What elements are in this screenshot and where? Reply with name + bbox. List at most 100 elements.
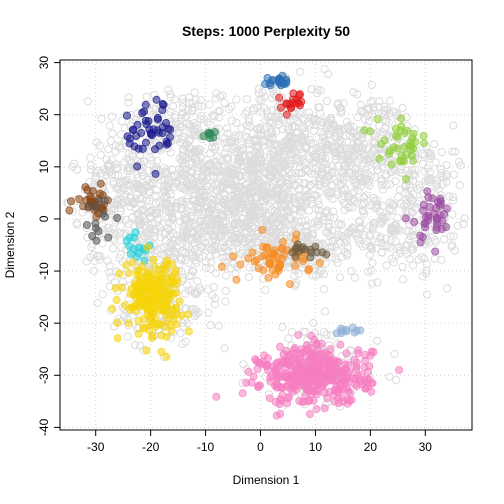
background-point xyxy=(408,226,417,235)
data-point xyxy=(310,361,319,370)
data-point xyxy=(167,260,176,269)
background-point xyxy=(244,114,253,123)
background-point xyxy=(414,255,423,264)
data-point xyxy=(436,194,445,203)
background-point xyxy=(211,269,220,278)
background-point xyxy=(437,255,446,264)
background-point xyxy=(403,241,412,250)
data-point xyxy=(136,280,145,289)
data-point xyxy=(253,364,262,373)
background-point xyxy=(86,153,95,162)
background-point xyxy=(310,179,319,188)
background-point xyxy=(230,192,239,201)
background-point xyxy=(285,257,294,266)
background-point xyxy=(116,222,126,231)
background-point xyxy=(165,226,174,235)
background-point xyxy=(349,129,358,138)
background-point xyxy=(357,201,366,210)
background-point xyxy=(221,271,231,280)
background-point xyxy=(247,210,256,219)
background-point xyxy=(178,151,187,160)
background-point xyxy=(342,117,351,127)
background-point xyxy=(346,161,355,170)
background-point xyxy=(124,93,133,102)
y-axis-label: Dimension 2 xyxy=(3,211,17,278)
background-point xyxy=(419,159,428,169)
data-point xyxy=(288,95,297,104)
background-point xyxy=(177,204,186,213)
background-point xyxy=(202,156,211,165)
background-point xyxy=(367,279,376,288)
data-point xyxy=(236,260,245,269)
data-point xyxy=(265,79,274,88)
background-point xyxy=(390,349,399,359)
background-point xyxy=(284,194,293,203)
background-point xyxy=(166,90,175,99)
background-point xyxy=(155,223,164,232)
background-point xyxy=(396,246,405,255)
background-point xyxy=(373,278,382,287)
background-point xyxy=(291,168,300,178)
x-tick-label: -10 xyxy=(197,440,215,454)
background-point xyxy=(235,182,245,191)
background-point xyxy=(319,269,328,279)
background-point xyxy=(291,133,300,143)
data-point xyxy=(304,266,313,275)
background-point xyxy=(166,148,175,157)
background-point xyxy=(223,179,233,188)
background-point xyxy=(349,224,358,234)
background-point xyxy=(430,254,439,263)
data-point xyxy=(141,138,150,147)
data-point xyxy=(330,372,339,381)
background-point xyxy=(220,226,229,235)
data-point xyxy=(157,347,166,356)
data-point xyxy=(162,352,171,361)
background-point xyxy=(238,234,247,243)
background-point xyxy=(331,135,341,144)
background-point xyxy=(383,242,392,251)
data-point xyxy=(113,213,122,222)
background-point xyxy=(244,272,253,282)
data-point xyxy=(280,372,289,381)
background-point xyxy=(180,214,189,223)
background-point xyxy=(301,179,310,188)
background-point xyxy=(303,152,312,161)
data-point xyxy=(392,131,401,140)
data-point xyxy=(115,269,124,278)
data-point xyxy=(269,362,278,371)
background-point xyxy=(366,232,375,241)
background-point xyxy=(247,164,256,174)
background-point xyxy=(364,156,373,165)
data-point xyxy=(206,129,215,138)
background-point xyxy=(384,118,393,127)
background-point xyxy=(210,300,220,309)
data-point xyxy=(275,74,284,83)
background-point xyxy=(243,179,252,189)
background-point xyxy=(135,221,145,230)
background-point xyxy=(161,192,170,201)
background-point xyxy=(104,145,113,154)
background-point xyxy=(226,168,235,178)
background-point xyxy=(254,129,263,138)
background-point xyxy=(284,334,293,343)
background-point xyxy=(108,244,118,253)
data-point xyxy=(418,233,427,242)
background-point xyxy=(350,196,359,205)
background-point xyxy=(286,226,295,235)
background-point xyxy=(249,129,258,138)
background-point xyxy=(204,308,213,317)
background-point xyxy=(232,95,241,104)
background-point xyxy=(188,158,197,167)
background-point xyxy=(192,146,201,156)
background-point xyxy=(196,96,206,105)
background-point xyxy=(402,249,411,259)
background-point xyxy=(223,199,232,208)
background-point xyxy=(108,129,117,138)
background-point xyxy=(179,322,188,331)
background-point xyxy=(102,167,111,176)
background-point xyxy=(315,220,324,229)
background-point xyxy=(93,299,102,308)
background-point xyxy=(368,146,377,155)
background-point xyxy=(449,196,458,205)
data-point xyxy=(162,332,171,341)
